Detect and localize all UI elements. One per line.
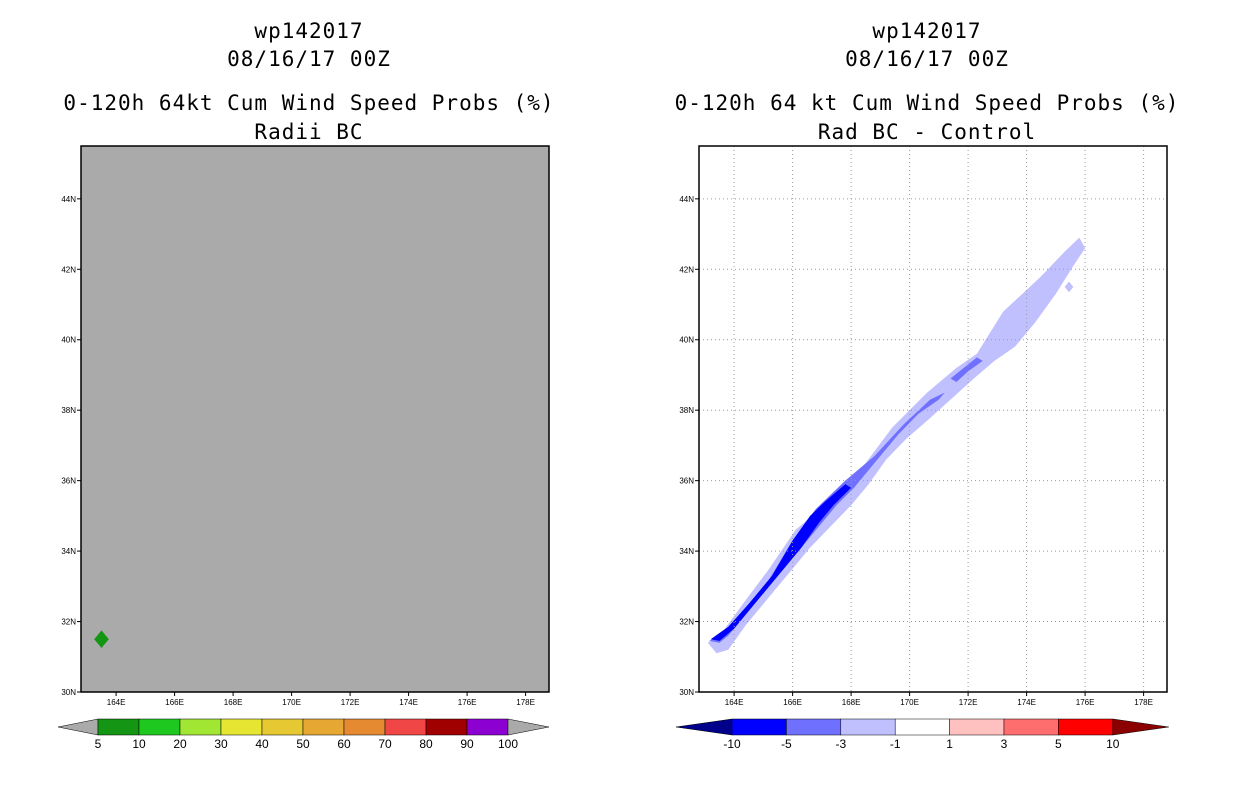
y-tick-label: 36N — [61, 477, 76, 486]
y-tick-label: 38N — [61, 406, 76, 415]
colorbar-label: 70 — [378, 737, 392, 751]
colorbar-label: 10 — [1106, 737, 1120, 751]
x-tick-label: 174E — [399, 698, 418, 707]
colorbar-swatch — [343, 718, 386, 736]
colorbar-label: -1 — [890, 737, 901, 751]
right-datetime: 08/16/17 00Z — [845, 47, 1009, 71]
colorbar-swatch — [220, 718, 263, 736]
plot-frame — [698, 145, 1168, 693]
x-tick-label: 176E — [1076, 698, 1095, 707]
plot-background — [81, 146, 549, 692]
colorbar-swatch — [786, 718, 842, 736]
colorbar-swatch — [1003, 718, 1059, 736]
x-tick-label: 172E — [341, 698, 360, 707]
right-chart-title: 0-120h 64 kt Cum Wind Speed Probs (%) — [674, 91, 1180, 115]
x-tick-label: 178E — [1134, 698, 1153, 707]
colorbar-label: 20 — [173, 737, 187, 751]
y-tick-label: 42N — [61, 265, 76, 274]
colorbar-label: 5 — [1055, 737, 1062, 751]
x-tick-label: 176E — [458, 698, 477, 707]
plot-background — [699, 146, 1167, 692]
colorbar-label: 30 — [214, 737, 228, 751]
colorbar-label: 1 — [946, 737, 953, 751]
colorbar-swatch — [1058, 718, 1114, 736]
y-tick-label: 44N — [679, 195, 694, 204]
colorbar-arrow-low — [675, 718, 733, 736]
right-chart-subtitle: Rad BC - Control — [817, 120, 1037, 144]
colorbar-swatch — [261, 718, 304, 736]
colorbar-swatch — [425, 718, 468, 736]
y-tick-label: 34N — [679, 547, 694, 556]
y-tick-label: 32N — [61, 618, 76, 627]
colorbar-label: -3 — [835, 737, 846, 751]
left-storm-id: wp142017 — [254, 19, 364, 43]
x-tick-label: 164E — [107, 698, 126, 707]
colorbar-arrow-low — [57, 718, 99, 736]
colorbar-label: -10 — [723, 737, 741, 751]
colorbar-swatch — [179, 718, 222, 736]
colorbar-label: 40 — [255, 737, 269, 751]
x-tick-label: 166E — [165, 698, 184, 707]
right-map-panel: 164E 166E 168E 170E 172E 174E 176E 178E 30N 32N 34… — [679, 145, 1168, 707]
left-chart-title: 0-120h 64kt Cum Wind Speed Probs (%) — [63, 91, 555, 115]
colorbar-label: 3 — [1001, 737, 1008, 751]
contour-region-3 — [950, 357, 983, 382]
x-tick-label: 170E — [282, 698, 301, 707]
right-storm-id: wp142017 — [872, 19, 982, 43]
x-tick-label: 168E — [224, 698, 243, 707]
y-tick-label: 30N — [61, 688, 76, 697]
y-tick-label: 34N — [61, 547, 76, 556]
left-colorbar: 5 10 20 30 40 50 60 70 80 90 100 — [57, 718, 550, 751]
x-tick-label: 164E — [725, 698, 744, 707]
x-tick-label: 168E — [842, 698, 861, 707]
colorbar-label: 10 — [132, 737, 146, 751]
y-tick-label: 36N — [679, 477, 694, 486]
contour-region-4 — [710, 484, 852, 641]
colorbar-label: 50 — [296, 737, 310, 751]
x-tick-label: 172E — [959, 698, 978, 707]
colorbar-swatch — [97, 718, 140, 736]
y-tick-label: 42N — [679, 265, 694, 274]
x-tick-label: 178E — [516, 698, 535, 707]
colorbar-swatch — [949, 718, 1005, 736]
colorbar-swatch — [302, 718, 345, 736]
y-tick-label: 38N — [679, 406, 694, 415]
y-tick-label: 40N — [679, 336, 694, 345]
colorbar-label: 80 — [419, 737, 433, 751]
contour-region-0 — [94, 630, 109, 648]
colorbar-swatch — [894, 718, 950, 736]
x-tick-label: 166E — [783, 698, 802, 707]
colorbar-label: 60 — [337, 737, 351, 751]
right-colorbar: -10 -5 -3 -1 1 3 5 10 — [675, 718, 1169, 751]
y-tick-label: 32N — [679, 618, 694, 627]
left-map-panel: 164E 166E 168E 170E 172E 174E 176E 178E 30N 32N 34… — [61, 145, 550, 707]
colorbar-arrow-high — [1112, 718, 1169, 736]
left-datetime: 08/16/17 00Z — [227, 47, 391, 71]
y-tick-label: 44N — [61, 195, 76, 204]
colorbar-label: 5 — [95, 737, 102, 751]
y-tick-label: 30N — [679, 688, 694, 697]
x-tick-label: 174E — [1017, 698, 1036, 707]
colorbar-label: 90 — [460, 737, 474, 751]
colorbar-swatch — [731, 718, 787, 736]
colorbar-label: -5 — [781, 737, 792, 751]
contour-region-0 — [707, 237, 1086, 654]
colorbar-arrow-high — [507, 718, 550, 736]
y-tick-label: 40N — [61, 336, 76, 345]
x-tick-label: 170E — [900, 698, 919, 707]
colorbar-swatch — [840, 718, 896, 736]
contour-region-1 — [1064, 281, 1074, 293]
colorbar-swatch — [138, 718, 181, 736]
colorbar-swatch — [384, 718, 427, 736]
colorbar-label: 100 — [498, 737, 518, 751]
left-chart-subtitle: Radii BC — [254, 120, 364, 144]
plot-frame — [80, 145, 550, 693]
colorbar-swatch — [466, 718, 509, 736]
